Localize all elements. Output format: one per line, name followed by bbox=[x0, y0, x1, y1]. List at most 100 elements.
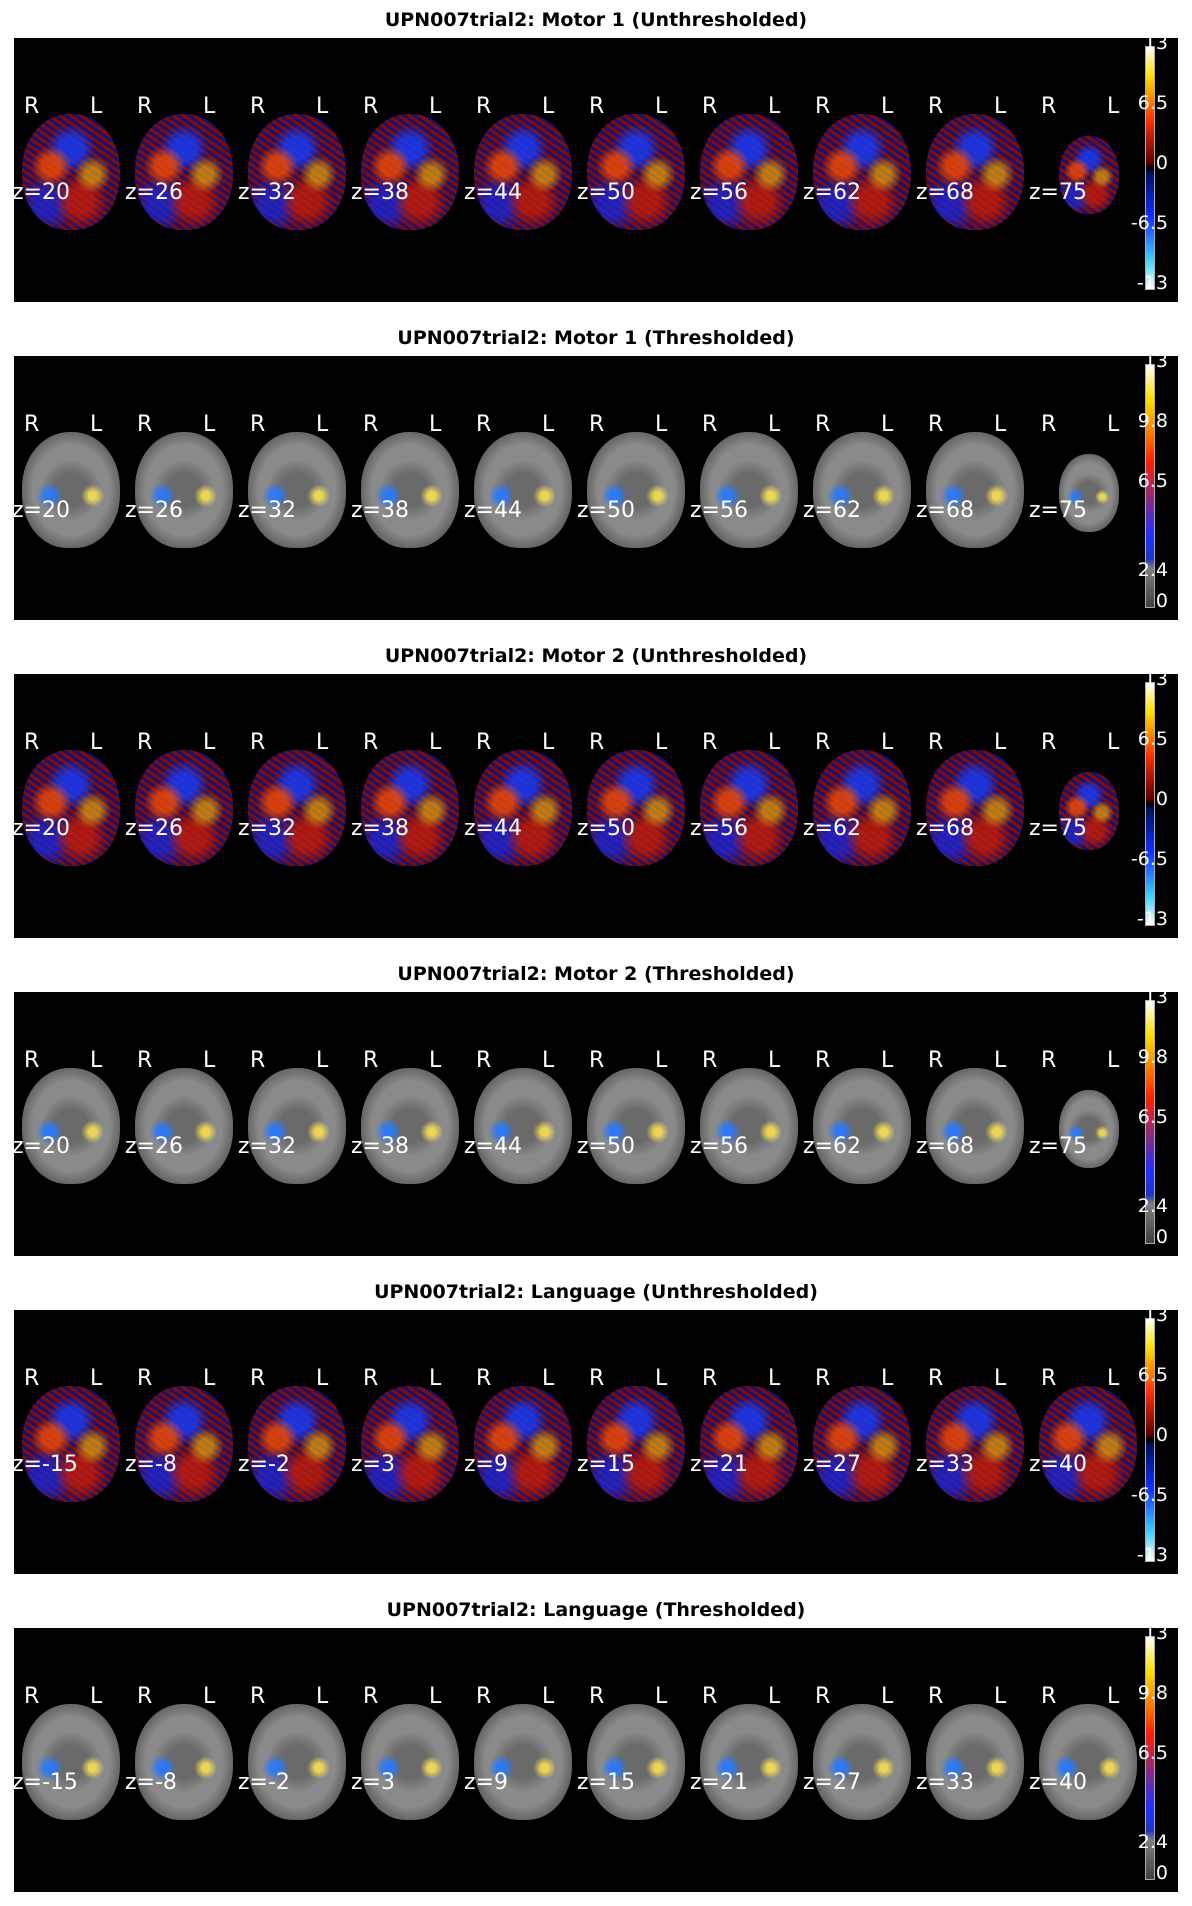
brain-slice-image bbox=[248, 1386, 346, 1502]
colorbar-tick-label: 9.8 bbox=[1137, 1046, 1168, 1068]
brain-slice-image bbox=[1059, 772, 1119, 850]
slice-z-label: z=32 bbox=[238, 498, 296, 523]
brain-slice-image bbox=[700, 432, 798, 548]
colorbar bbox=[1145, 1636, 1155, 1880]
orientation-right-label: R bbox=[702, 1366, 718, 1391]
orientation-left-label: L bbox=[203, 730, 216, 755]
slice-z-label: z=56 bbox=[690, 1134, 748, 1159]
slice-z-label: z=50 bbox=[577, 1134, 635, 1159]
orientation-right-label: R bbox=[1041, 1684, 1057, 1709]
brain-slice-image bbox=[361, 1068, 459, 1184]
slice-z-label: z=75 bbox=[1029, 498, 1087, 523]
brain-slice-image bbox=[926, 432, 1024, 548]
orientation-right-label: R bbox=[589, 94, 605, 119]
orientation-left-label: L bbox=[994, 1366, 1007, 1391]
slice-z-label: z=38 bbox=[351, 816, 409, 841]
orientation-right-label: R bbox=[1041, 1048, 1057, 1073]
brain-slice-image bbox=[813, 1386, 911, 1502]
brain-slice-image bbox=[1059, 454, 1119, 532]
orientation-left-label: L bbox=[203, 1048, 216, 1073]
colorbar-tick-label: 0 bbox=[1155, 590, 1168, 612]
orientation-right-label: R bbox=[363, 1684, 379, 1709]
colorbar-tick-label: 0 bbox=[1155, 788, 1168, 810]
colorbar-tick-label: 6.5 bbox=[1137, 470, 1168, 492]
slice-z-label: z=-8 bbox=[125, 1452, 177, 1477]
slice-z-label: z=44 bbox=[464, 180, 522, 205]
brain-slice-image bbox=[926, 750, 1024, 866]
brain-slice-image bbox=[1039, 1386, 1137, 1502]
orientation-left-label: L bbox=[1107, 1684, 1120, 1709]
brain-slice-image bbox=[361, 750, 459, 866]
brain-slice-image bbox=[22, 1386, 120, 1502]
slice-z-label: z=38 bbox=[351, 180, 409, 205]
brain-slice-image bbox=[248, 1704, 346, 1820]
brain-slice-image bbox=[135, 1704, 233, 1820]
orientation-left-label: L bbox=[90, 412, 103, 437]
orientation-right-label: R bbox=[928, 412, 944, 437]
colorbar-tick-label: 2.4 bbox=[1137, 1831, 1168, 1853]
orientation-left-label: L bbox=[1107, 1048, 1120, 1073]
slice-z-label: z=62 bbox=[803, 816, 861, 841]
orientation-left-label: L bbox=[316, 1684, 329, 1709]
slice-z-label: z=75 bbox=[1029, 1134, 1087, 1159]
orientation-left-label: L bbox=[203, 1366, 216, 1391]
orientation-right-label: R bbox=[476, 730, 492, 755]
colorbar-tick-label: 6.5 bbox=[1137, 1106, 1168, 1128]
orientation-left-label: L bbox=[90, 1366, 103, 1391]
orientation-right-label: R bbox=[363, 412, 379, 437]
slice-z-label: z=3 bbox=[351, 1770, 395, 1795]
orientation-right-label: R bbox=[702, 94, 718, 119]
slice-z-label: z=50 bbox=[577, 180, 635, 205]
brain-slice-image bbox=[248, 750, 346, 866]
slice-z-label: z=68 bbox=[916, 816, 974, 841]
orientation-right-label: R bbox=[363, 1048, 379, 1073]
panel-title: UPN007trial2: Language (Thresholded) bbox=[386, 1599, 806, 1621]
orientation-left-label: L bbox=[655, 730, 668, 755]
slice-z-label: z=26 bbox=[125, 180, 183, 205]
brain-slice-image bbox=[587, 1386, 685, 1502]
brain-slice-image bbox=[248, 432, 346, 548]
colorbar-tick-label: 0 bbox=[1155, 152, 1168, 174]
brain-slice-image bbox=[474, 1386, 572, 1502]
orientation-right-label: R bbox=[476, 1366, 492, 1391]
brain-slice-image bbox=[474, 1704, 572, 1820]
colorbar-tick-label: 6.5 bbox=[1137, 728, 1168, 750]
orientation-left-label: L bbox=[429, 1048, 442, 1073]
brain-slice-image bbox=[1059, 1090, 1119, 1168]
panel-title: UPN007trial2: Motor 2 (Thresholded) bbox=[397, 963, 795, 985]
brain-slice-image bbox=[135, 750, 233, 866]
slice-z-label: z=75 bbox=[1029, 180, 1087, 205]
colorbar-tick-label: 13 bbox=[1143, 32, 1168, 54]
colorbar-tick-label: 2.4 bbox=[1137, 1195, 1168, 1217]
orientation-right-label: R bbox=[250, 1366, 266, 1391]
colorbar-tick-label: 9.8 bbox=[1137, 1682, 1168, 1704]
orientation-left-label: L bbox=[429, 1366, 442, 1391]
colorbar-tick-label: 0 bbox=[1155, 1862, 1168, 1884]
brain-slice-image bbox=[587, 1704, 685, 1820]
slice-z-label: z=62 bbox=[803, 1134, 861, 1159]
slice-z-label: z=-8 bbox=[125, 1770, 177, 1795]
